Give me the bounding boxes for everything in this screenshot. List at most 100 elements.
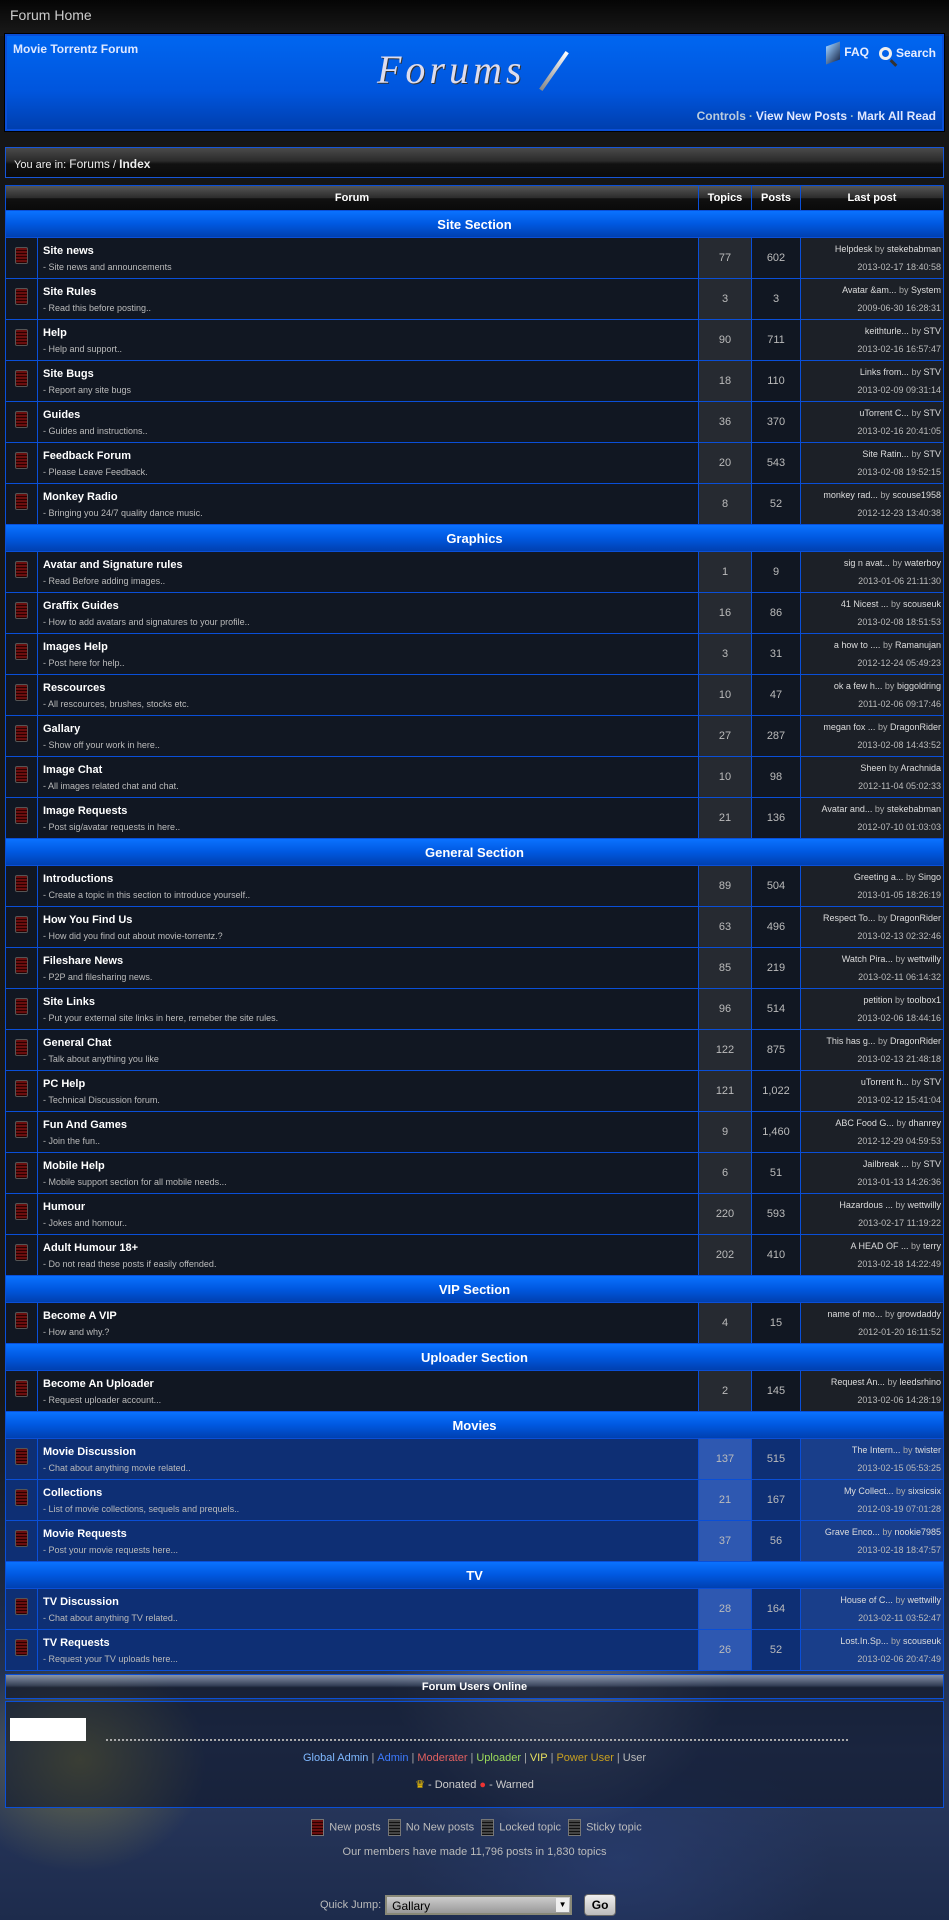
last-post-link[interactable]: Lost.In.Sp... [840,1636,889,1646]
last-post-link[interactable]: Respect To... [823,913,876,923]
section-title[interactable]: Uploader Section [6,1344,943,1370]
last-post-link[interactable]: uTorrent C... [859,408,909,418]
last-post-link[interactable]: Sheen [860,763,887,773]
last-post-author[interactable]: STV [923,326,941,336]
forum-link[interactable]: Introductions [43,872,114,885]
last-post-link[interactable]: ABC Food G... [835,1118,894,1128]
forum-link[interactable]: Image Chat [43,763,103,776]
last-post-link[interactable]: The Intern... [851,1445,901,1455]
forum-link[interactable]: Movie Discussion [43,1445,136,1458]
forum-link[interactable]: General Chat [43,1036,112,1049]
forum-link[interactable]: Graffix Guides [43,599,119,612]
forum-link[interactable]: Fun And Games [43,1118,127,1131]
last-post-link[interactable]: Greeting a... [853,872,904,882]
forum-link[interactable]: Mobile Help [43,1159,105,1172]
last-post-link[interactable]: Hazardous ... [839,1200,893,1210]
forum-link[interactable]: Fileshare News [43,954,124,967]
last-post-link[interactable]: sig n avat... [843,558,890,568]
search-link[interactable]: Search [878,46,936,61]
forum-link[interactable]: Movie Requests [43,1527,127,1540]
last-post-author[interactable]: toolbox1 [906,995,941,1005]
last-post-link[interactable]: House of C... [840,1595,893,1605]
last-post-link[interactable]: Avatar and... [821,804,873,814]
last-post-link[interactable]: name of mo... [827,1309,883,1319]
last-post-author[interactable]: growdaddy [896,1309,941,1319]
last-post-link[interactable]: My Collect... [843,1486,894,1496]
last-post-author[interactable]: waterboy [904,558,941,568]
last-post-link[interactable]: ok a few h... [833,681,883,691]
last-post-author[interactable]: stekebabman [886,804,941,814]
last-post-author[interactable]: wettwilly [907,1200,941,1210]
last-post-link[interactable]: Avatar &am... [842,285,897,295]
view-new-posts-link[interactable]: View New Posts [755,109,848,123]
forum-link[interactable]: Site Rules [43,285,97,298]
last-post-link[interactable]: Site Ratin... [862,449,909,459]
last-post-author[interactable]: leedsrhino [899,1377,941,1387]
forum-link[interactable]: Site Bugs [43,367,94,380]
section-title[interactable]: VIP Section [6,1276,943,1302]
last-post-link[interactable]: A HEAD OF ... [850,1241,909,1251]
forum-link[interactable]: Guides [43,408,81,421]
forum-link[interactable]: Feedback Forum [43,449,132,462]
last-post-author[interactable]: scouseuk [902,1636,941,1646]
last-post-author[interactable]: scouse1958 [892,490,941,500]
last-post-link[interactable]: Jailbreak ... [862,1159,909,1169]
last-post-author[interactable]: STV [923,367,941,377]
last-post-author[interactable]: biggoldring [896,681,941,691]
controls-link[interactable]: Controls [696,109,746,123]
last-post-author[interactable]: STV [923,449,941,459]
forum-link[interactable]: Monkey Radio [43,490,118,503]
last-post-author[interactable]: Ramanujan [894,640,941,650]
last-post-author[interactable]: System [910,285,941,295]
last-post-author[interactable]: wettwilly [907,1595,941,1605]
last-post-author[interactable]: terry [923,1241,941,1251]
forum-link[interactable]: Gallary [43,722,81,735]
last-post-author[interactable]: sixsicsix [908,1486,941,1496]
last-post-link[interactable]: monkey rad... [823,490,878,500]
last-post-author[interactable]: dhanrey [908,1118,941,1128]
last-post-link[interactable]: Helpdesk [834,244,873,254]
forum-link[interactable]: Collections [43,1486,103,1499]
last-post-author[interactable]: scouseuk [902,599,941,609]
last-post-author[interactable]: Arachnida [900,763,941,773]
forum-link[interactable]: Become An Uploader [43,1377,154,1390]
forum-link[interactable]: Help [43,326,67,339]
forum-home-title[interactable]: Forum Home [10,7,92,23]
last-post-link[interactable]: megan fox ... [823,722,876,732]
last-post-author[interactable]: DragonRider [889,722,941,732]
last-post-link[interactable]: Request An... [830,1377,885,1387]
last-post-author[interactable]: Singo [917,872,941,882]
last-post-link[interactable]: Watch Pira... [841,954,893,964]
section-title[interactable]: General Section [6,839,943,865]
quick-jump-select[interactable]: Gallary ▼ [385,1895,573,1915]
last-post-link[interactable]: a how to .... [833,640,881,650]
last-post-author[interactable]: stekebabman [886,244,941,254]
last-post-author[interactable]: twister [914,1445,941,1455]
last-post-link[interactable]: Grave Enco... [824,1527,880,1537]
last-post-author[interactable]: DragonRider [889,913,941,923]
last-post-link[interactable]: This has g... [826,1036,876,1046]
go-button[interactable]: Go [584,1894,617,1916]
last-post-link[interactable]: 41 Nicest ... [840,599,889,609]
forum-link[interactable]: Adult Humour 18+ [43,1241,139,1254]
mark-all-read-link[interactable]: Mark All Read [857,109,936,123]
last-post-link[interactable]: uTorrent h... [860,1077,909,1087]
last-post-author[interactable]: DragonRider [889,1036,941,1046]
section-title[interactable]: Site Section [6,211,943,237]
section-title[interactable]: Graphics [6,525,943,551]
forum-link[interactable]: Image Requests [43,804,128,817]
last-post-author[interactable]: STV [923,408,941,418]
section-title[interactable]: Movies [6,1412,943,1438]
last-post-author[interactable]: wettwilly [907,954,941,964]
faq-link[interactable]: FAQ [826,41,869,65]
forum-link[interactable]: Site news [43,244,94,257]
forum-link[interactable]: PC Help [43,1077,86,1090]
forum-link[interactable]: Rescources [43,681,106,694]
last-post-link[interactable]: keithturle... [864,326,909,336]
last-post-author[interactable]: STV [923,1077,941,1087]
section-title[interactable]: TV [6,1562,943,1588]
forum-link[interactable]: Become A VIP [43,1309,117,1322]
forum-link[interactable]: Site Links [43,995,95,1008]
breadcrumb-forums[interactable]: Forums [69,157,110,171]
last-post-link[interactable]: petition [863,995,893,1005]
